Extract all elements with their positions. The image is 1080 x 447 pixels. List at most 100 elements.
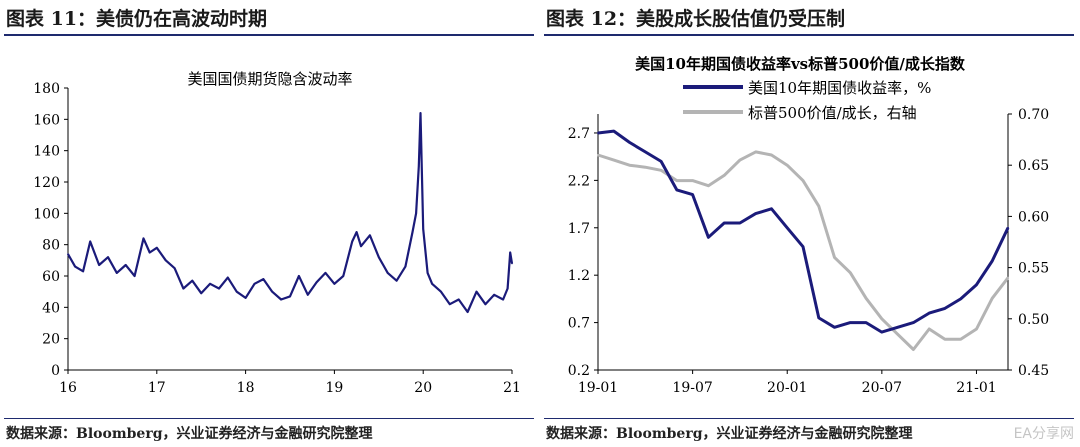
- data-point: [912, 321, 915, 324]
- data-point: [67, 253, 69, 255]
- data-point: [298, 275, 300, 277]
- data-point: [991, 260, 994, 262]
- series-group: [67, 111, 514, 314]
- data-point: [738, 222, 741, 224]
- y-tick-label: 20: [42, 332, 60, 348]
- data-point: [271, 290, 274, 293]
- data-point: [342, 275, 345, 277]
- data-point: [865, 321, 868, 324]
- right-y-tick-label: 0.70: [1018, 107, 1049, 123]
- data-point: [597, 154, 599, 156]
- data-point: [116, 272, 118, 274]
- data-point: [475, 290, 478, 293]
- data-point: [802, 245, 804, 248]
- data-point: [395, 279, 398, 282]
- chart-axes: 0 20 40 60 80 100 120 140 160 180 16 17 18 19 20 21: [33, 81, 521, 396]
- data-point: [786, 164, 789, 167]
- data-point: [431, 283, 433, 285]
- source-rule: [544, 418, 1074, 419]
- right-y-tick-label: 0.55: [1018, 261, 1049, 277]
- series-group: [597, 129, 1010, 351]
- right-y-tick-label: 0.60: [1018, 209, 1049, 225]
- data-point: [315, 281, 318, 284]
- legend: 美国10年期国债收益率，% 标普500价值/成长，右轴: [683, 79, 931, 122]
- data-point: [880, 317, 883, 320]
- x-tick-label: 21: [503, 380, 521, 396]
- data-point: [707, 184, 710, 187]
- data-point: [644, 150, 647, 153]
- data-point: [218, 287, 220, 290]
- data-point: [369, 234, 371, 237]
- data-point: [307, 294, 309, 296]
- data-point: [351, 240, 354, 243]
- x-tick-label: 16: [59, 380, 77, 396]
- data-point: [280, 298, 282, 301]
- y-tick-label: 160: [33, 112, 60, 128]
- data-point: [333, 283, 336, 285]
- data-point: [644, 166, 647, 169]
- data-point: [262, 278, 265, 280]
- right-y-tick-label: 0.50: [1018, 312, 1049, 328]
- data-point: [959, 297, 962, 300]
- x-tick-label: 19-07: [672, 380, 712, 396]
- implied-volatility-chart: 美国国债期货隐含波动率 0 20 40 60 80 100 120 140 160 180 16 17…: [33, 70, 521, 396]
- data-point: [107, 256, 109, 258]
- data-point: [355, 231, 358, 233]
- figure-12-panel: 图表 12：美股成长股估值仍受压制 美国10年期国债收益率vs标普500价值/成…: [540, 0, 1080, 447]
- x-tick-label: 18: [237, 380, 255, 396]
- data-point: [738, 159, 741, 162]
- data-point: [457, 298, 460, 301]
- data-point: [802, 179, 804, 182]
- figure-title: 图表 11：美债仍在高波动时期: [6, 8, 268, 30]
- data-point: [628, 141, 631, 144]
- data-point: [89, 240, 91, 243]
- y-tick-label: 0: [51, 363, 60, 379]
- watermark: EA分享网: [1013, 426, 1074, 442]
- data-point: [612, 159, 615, 162]
- data-point: [991, 297, 994, 300]
- data-point: [770, 154, 773, 156]
- data-point: [404, 265, 407, 268]
- source-note: 数据来源：Bloomberg，兴业证券经济与金融研究院整理: [546, 426, 913, 442]
- data-point: [707, 236, 710, 239]
- data-point: [833, 326, 836, 329]
- figure-11-panel: 图表 11：美债仍在高波动时期 美国国债期货隐含波动率 0 20 40 60 80 100…: [4, 8, 534, 442]
- data-point: [612, 130, 615, 133]
- series-path: [67, 111, 514, 314]
- x-tick-label: 19-01: [578, 380, 618, 396]
- left-y-tick-label: 1.2: [568, 268, 590, 284]
- data-point: [360, 245, 362, 247]
- data-point: [660, 160, 663, 163]
- data-point: [675, 179, 678, 182]
- series-path: [597, 129, 1010, 334]
- data-point: [418, 165, 420, 168]
- data-point: [419, 112, 422, 114]
- data-point: [164, 259, 167, 262]
- chart-title: 美国10年期国债收益率vs标普500价值/成长指数: [635, 55, 966, 73]
- data-point: [235, 290, 238, 293]
- data-point: [415, 212, 417, 215]
- data-point: [156, 247, 158, 249]
- x-tick-label: 20-01: [767, 380, 807, 396]
- data-point: [440, 290, 442, 293]
- data-point: [411, 231, 414, 233]
- data-point: [786, 226, 789, 229]
- data-point: [98, 264, 100, 266]
- data-point: [466, 311, 469, 313]
- data-point: [148, 251, 151, 254]
- chart-title: 美国国债期货隐含波动率: [187, 70, 352, 88]
- source-note: 数据来源：Bloomberg，兴业证券经济与金融研究院整理: [6, 426, 373, 442]
- x-tick-label: 20-07: [862, 380, 902, 396]
- x-tick-label: 20: [414, 380, 432, 396]
- data-point: [817, 316, 820, 319]
- y-tick-label: 140: [33, 144, 60, 160]
- data-point: [386, 272, 389, 274]
- source-rule: [4, 418, 534, 419]
- data-point: [912, 348, 915, 351]
- data-point: [675, 188, 678, 191]
- data-point: [74, 265, 76, 268]
- data-point: [502, 298, 504, 301]
- data-point: [142, 237, 145, 240]
- right-y-tick-label: 0.45: [1018, 363, 1049, 379]
- data-point: [182, 287, 185, 290]
